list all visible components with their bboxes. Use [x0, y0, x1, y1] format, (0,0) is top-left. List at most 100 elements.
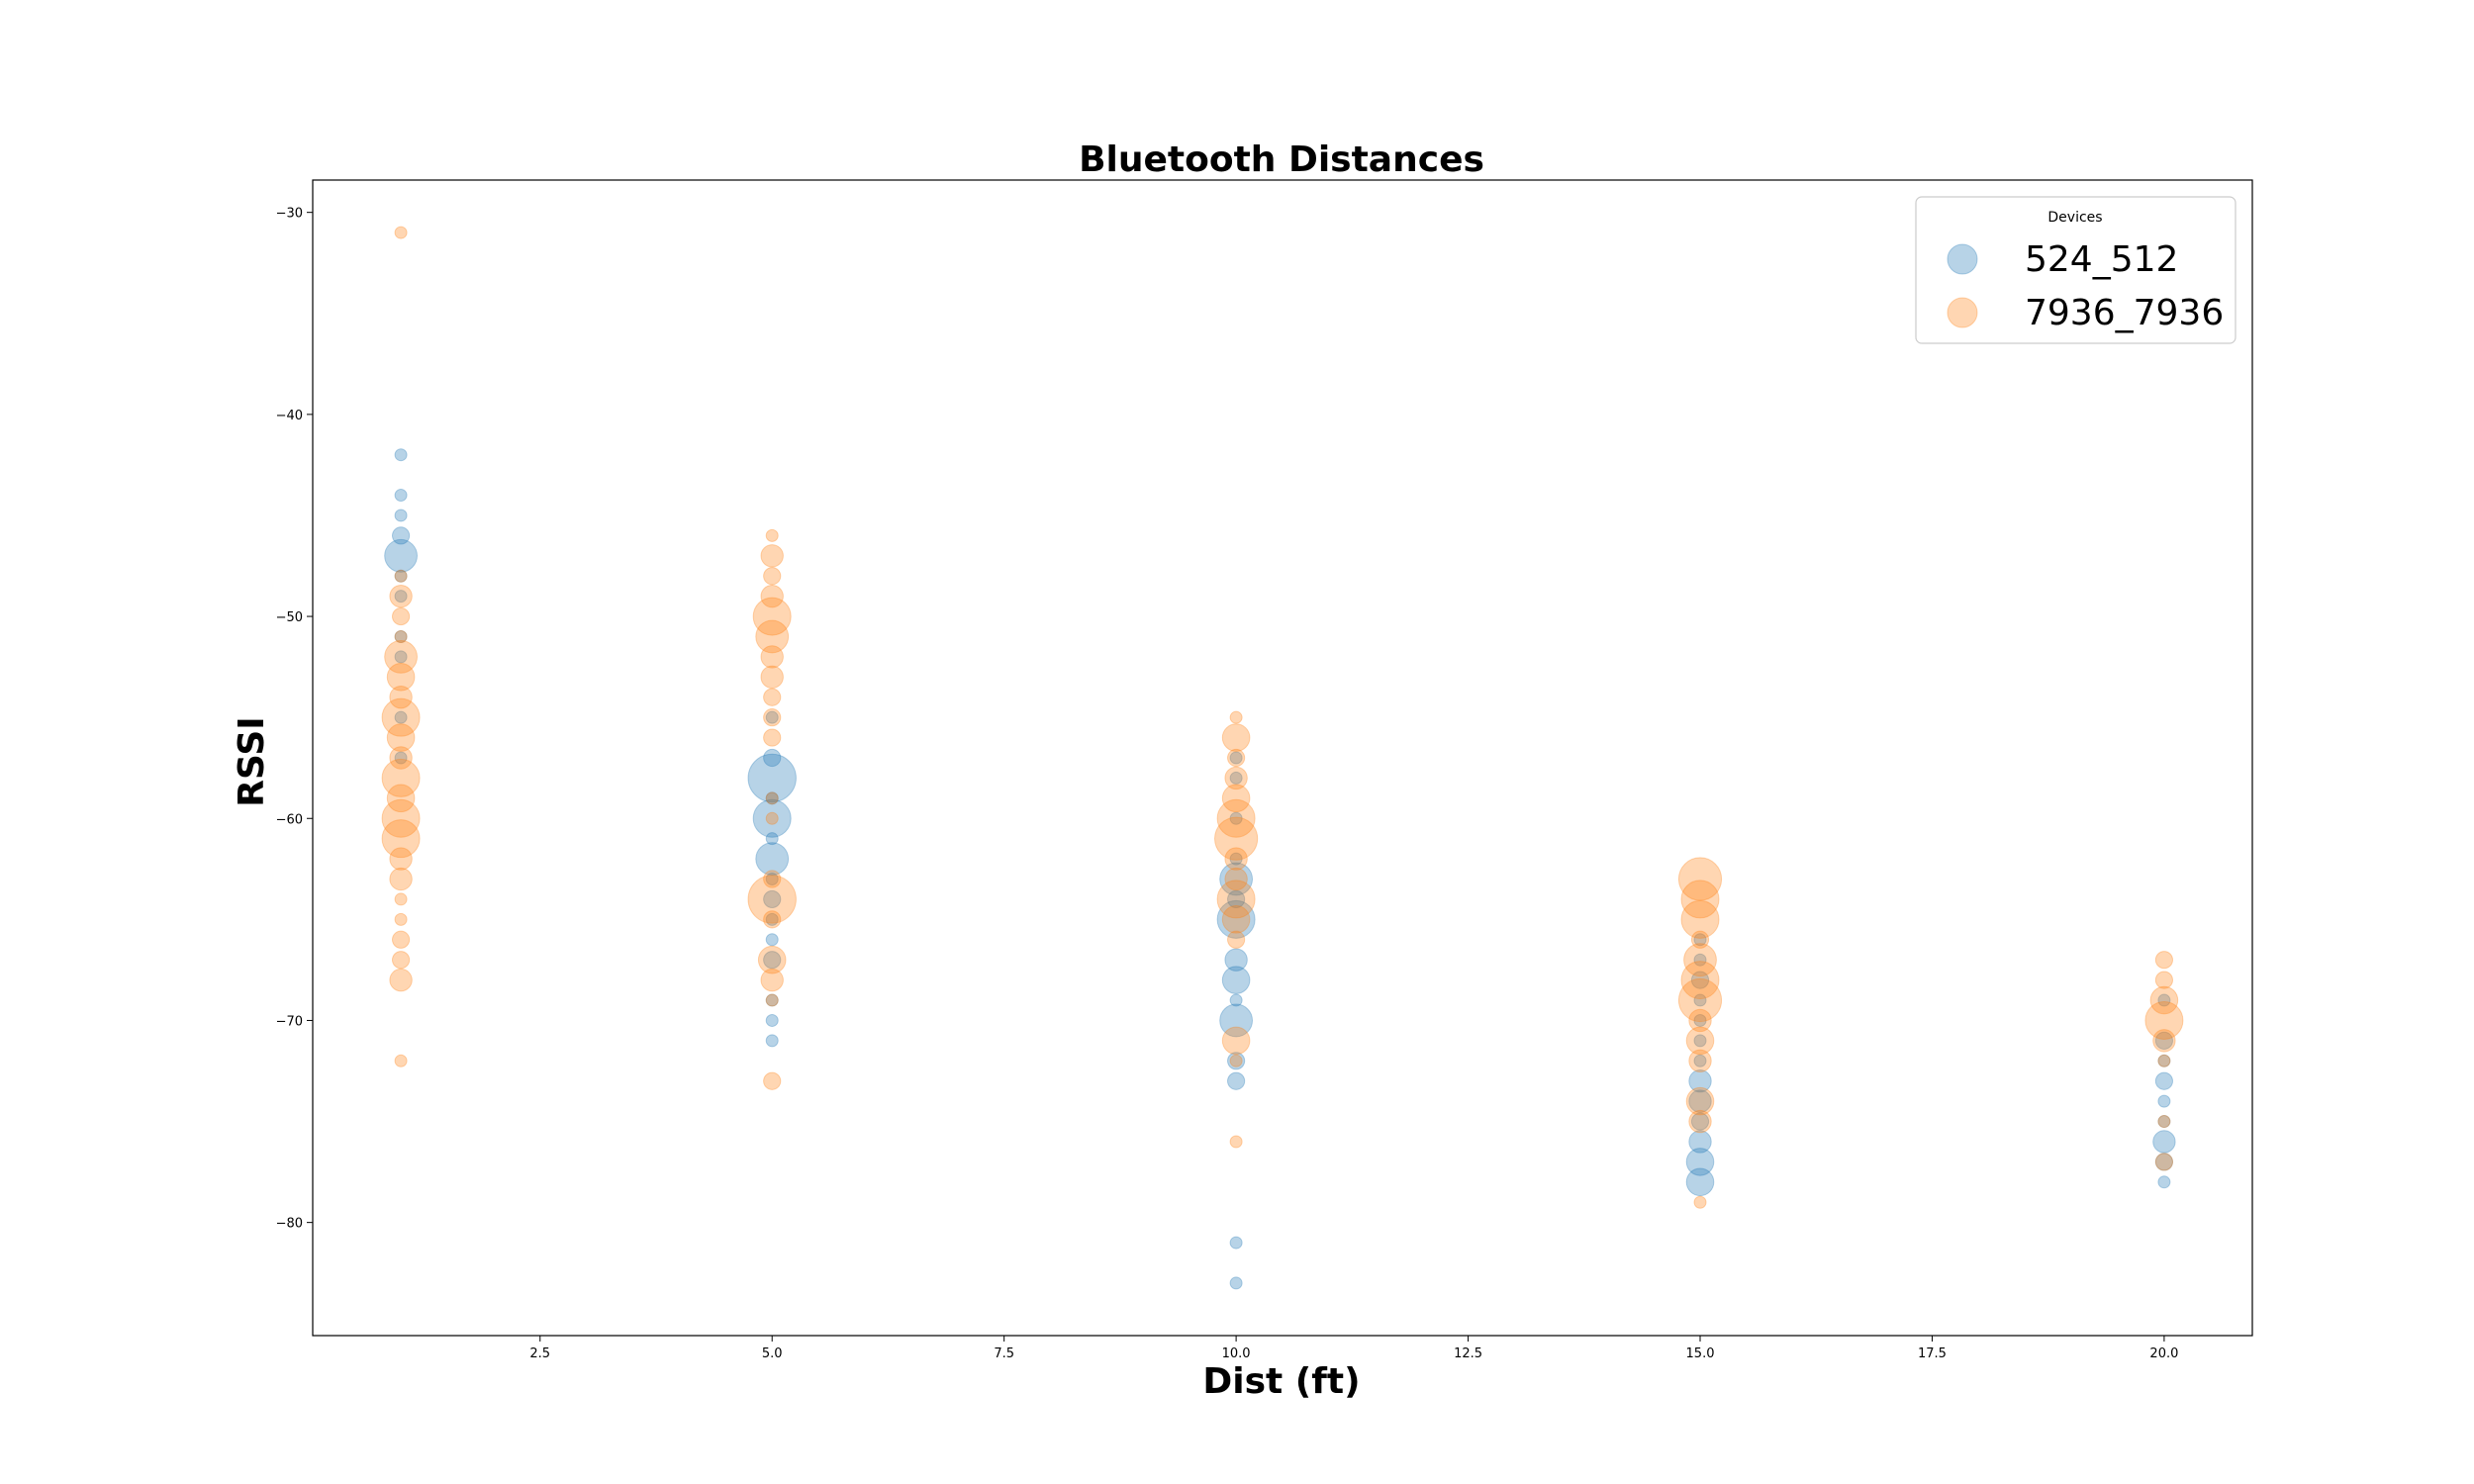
scatter-point: [765, 873, 779, 886]
scatter-point: [394, 489, 408, 503]
y-tick-label: −50: [276, 610, 303, 625]
series-7936-7936: [381, 226, 2184, 1209]
scatter-point: [1690, 1112, 1710, 1131]
scatter-point: [391, 951, 411, 970]
scatter-point: [1227, 930, 1246, 949]
scatter-point: [760, 968, 784, 992]
scatter-point: [386, 723, 416, 752]
scatter-point: [2157, 1115, 2171, 1129]
y-tick-label: −30: [276, 207, 303, 222]
scatter-point: [394, 629, 408, 643]
scatter-point: [1693, 993, 1707, 1007]
scatter-point: [391, 606, 411, 626]
scatter-point: [765, 791, 779, 805]
scatter-point: [389, 584, 413, 608]
scatter-point: [389, 686, 413, 709]
scatter-point: [1685, 1148, 1715, 1176]
scatter-point: [394, 569, 408, 583]
scatter-point: [1677, 857, 1723, 901]
scatter-point: [391, 526, 411, 545]
scatter-point: [394, 226, 408, 239]
scatter-point: [752, 597, 792, 636]
scatter-point: [765, 832, 779, 846]
scatter-point: [1693, 953, 1707, 967]
scatter-point: [765, 791, 779, 805]
scatter-point: [1214, 816, 1259, 861]
scatter-point: [2152, 1130, 2176, 1154]
scatter-point: [386, 784, 416, 813]
scatter-point: [1693, 1054, 1707, 1067]
scatter-point: [394, 629, 408, 643]
scatter-point: [2149, 985, 2179, 1015]
legend-box: [1915, 196, 2236, 344]
x-tick-label: 5.0: [762, 1346, 783, 1361]
scatter-point: [763, 567, 782, 586]
scatter-point: [765, 933, 779, 947]
scatter-point: [760, 665, 784, 690]
scatter-point: [765, 912, 779, 926]
scatter-point: [1688, 1069, 1712, 1093]
scatter-point: [1677, 977, 1723, 1023]
x-tick-label: 20.0: [2149, 1346, 2178, 1361]
scatter-point: [2157, 1054, 2171, 1067]
scatter-point: [1680, 961, 1720, 1000]
scatter-point: [1690, 930, 1710, 949]
legend-label-524-512: 524_512: [2025, 239, 2178, 280]
scatter-point: [1229, 811, 1243, 825]
scatter-point: [381, 819, 421, 859]
scatter-point: [2152, 1029, 2176, 1053]
scatter-point: [1227, 1052, 1246, 1070]
scatter-point: [384, 640, 418, 674]
x-axis-ticks: 2.5 5.0 7.5 10.0 12.5 15.0 17.5 20.0: [529, 1336, 2178, 1361]
legend-marker-524-512: [1947, 243, 1978, 275]
scatter-point: [1688, 1089, 1712, 1113]
scatter-point: [1688, 1130, 1712, 1154]
scatter-point: [763, 870, 782, 888]
legend-title: Devices: [2047, 210, 2102, 226]
scatter-point: [1216, 798, 1256, 838]
x-tick-label: 7.5: [994, 1346, 1014, 1361]
scatter-point: [394, 912, 408, 926]
scatter-point: [1216, 899, 1256, 939]
plot-area: [312, 179, 2253, 1337]
scatter-point: [763, 708, 782, 727]
scatter-point: [763, 688, 782, 706]
scatter-point: [381, 758, 421, 797]
scatter-point: [1693, 1034, 1707, 1048]
scatter-point: [1224, 948, 1248, 972]
scatter-point: [381, 697, 421, 737]
x-tick-label: 17.5: [1918, 1346, 1947, 1361]
scatter-point: [1688, 1008, 1712, 1033]
scatter-point: [2154, 1153, 2174, 1171]
scatter-point: [1693, 933, 1707, 947]
scatter-point: [1685, 1086, 1715, 1116]
scatter-point: [1221, 784, 1251, 813]
scatter-point: [394, 650, 408, 664]
scatter-point: [2144, 1000, 2184, 1040]
y-tick-label: −80: [276, 1217, 303, 1232]
scatter-point: [1229, 710, 1243, 724]
scatter-point: [394, 509, 408, 522]
scatter-point: [389, 746, 413, 770]
scatter-point: [755, 842, 790, 876]
scatter-point: [381, 798, 421, 838]
scatter-point: [2157, 1115, 2171, 1129]
legend-label-7936-7936: 7936_7936: [2025, 293, 2224, 333]
points-layer: [381, 226, 2184, 1290]
scatter-point: [386, 663, 416, 692]
scatter-point: [765, 993, 779, 1007]
scatter-point: [394, 569, 408, 583]
y-axis-label: RSSI: [232, 716, 272, 806]
scatter-point: [760, 544, 784, 568]
scatter-point: [389, 847, 413, 871]
plot-frame: [312, 179, 2253, 1337]
scatter-point: [1229, 1135, 1243, 1149]
series-524-512: [384, 448, 2176, 1290]
scatter-point: [1216, 880, 1256, 919]
scatter-point: [752, 798, 792, 838]
scatter-point: [389, 867, 413, 891]
scatter-point: [765, 811, 779, 825]
scatter-point: [763, 910, 782, 929]
scatter-point: [2157, 1175, 2171, 1189]
scatter-point: [763, 728, 782, 747]
